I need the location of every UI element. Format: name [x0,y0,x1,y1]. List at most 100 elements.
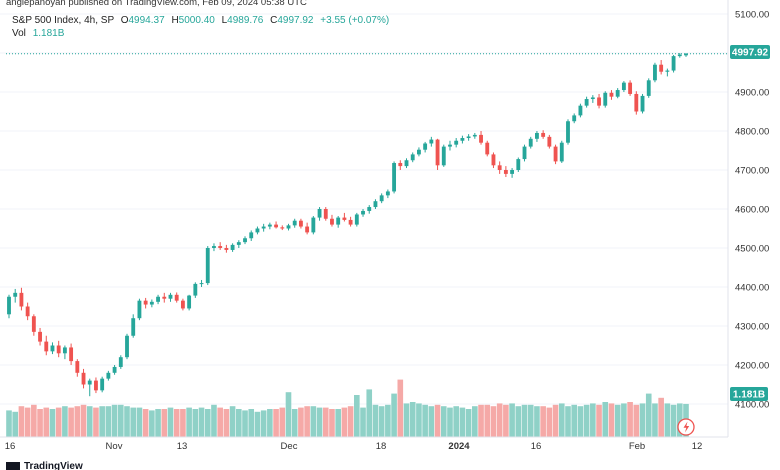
candle-body [634,93,639,112]
volume-bar [447,407,453,437]
candle-body [224,248,229,250]
volume-bar [565,406,571,437]
volume-bar [217,407,223,437]
time-tick-label: Nov [106,441,123,452]
volume-bar [186,407,192,437]
time-tick-label: Dec [281,441,298,452]
volume-bar [273,409,279,437]
volume-bar [12,411,19,437]
price-tick-label: 4300.00 [735,322,769,333]
high-label: H [171,15,178,26]
volume-bar [223,409,230,437]
price-tick-label: 5100.00 [735,10,769,21]
volume-bar [577,406,584,437]
candle-body [373,201,378,208]
candle-body [684,53,688,56]
volume-bar [93,407,99,437]
candle-body [497,165,502,170]
volume-bar [484,404,491,437]
candle-body [75,361,80,373]
candle-body [286,225,291,229]
candle-body [460,138,465,141]
volume-badge [730,387,768,401]
candle-body [417,149,421,155]
candle-body [628,82,633,94]
volume-bar [428,406,435,437]
candle-body [653,64,657,81]
candle-body [392,162,397,192]
volume-bar [260,410,267,437]
replay-button[interactable] [677,418,695,436]
time-tick-label: 13 [177,441,188,452]
volume-bar [645,393,652,437]
candle-body [56,345,61,354]
volume-bar [527,404,534,437]
price-tick-label: 4900.00 [735,88,769,99]
volume-bar [267,409,273,437]
volume-bar [335,409,341,437]
volume-bar [621,403,627,437]
volume-bar [664,403,671,437]
candle-body [317,209,322,218]
candle-body [404,160,409,167]
volume-bar [521,404,528,437]
candle-body [516,159,521,170]
candle-body [69,347,74,362]
time-tick-label: Feb [629,441,645,452]
price-tick-label: 4200.00 [735,361,769,372]
time-tick-label: 2024 [448,441,470,452]
volume-bar [614,404,621,437]
volume-bar [55,407,62,437]
candle-body [50,345,55,352]
price-tick-label: 4700.00 [735,166,769,177]
candle-body [330,218,334,225]
time-axis: 16 Nov 13 Dec 18 2024 16 Feb 12 [5,441,703,452]
volume-bar [18,406,25,437]
volume-bar [254,411,261,437]
volume-bar [633,404,640,437]
candle-body [187,295,192,309]
candle-body [621,82,626,91]
volume-bar [515,406,522,437]
candle-body [267,224,272,227]
candle-body [665,70,670,72]
close-value: 4997.92 [277,15,314,26]
candle-body [522,146,527,160]
candle-body [454,140,459,145]
volume-bar [173,409,180,437]
open-label: O [121,15,129,26]
low-value: 4989.76 [227,15,264,26]
candle-body [87,380,92,385]
candle-body [559,142,564,162]
volume-bar [236,409,242,437]
candle-body [646,80,651,96]
published-caption: angiepanoyan published on TradingView.co… [6,0,307,8]
candle-body [361,210,365,215]
volume-bar [149,410,155,437]
candle-body [348,219,353,225]
candle-body [472,134,477,137]
candle-body [100,378,105,391]
tradingview-logo[interactable]: TradingView [6,461,83,470]
last-price-badge-text: 4997.92 [732,48,769,59]
candle-body [584,99,589,106]
candle-body [566,121,570,143]
candle-body [379,195,384,202]
volume-bar [167,407,174,437]
candle-body [81,372,86,385]
volume-bar [37,409,43,437]
volume-bar [229,406,236,437]
candle-body [671,56,676,71]
candle-body [597,97,601,106]
candle-body [367,207,372,211]
candle-body [342,217,347,220]
volume-bar [161,409,168,437]
candle-body [205,248,210,284]
volume-bar [347,406,354,437]
price-tick-label: 4100.00 [735,400,769,411]
candle-body [615,90,620,97]
volume-bar [583,404,590,437]
volume-bar [142,409,149,437]
